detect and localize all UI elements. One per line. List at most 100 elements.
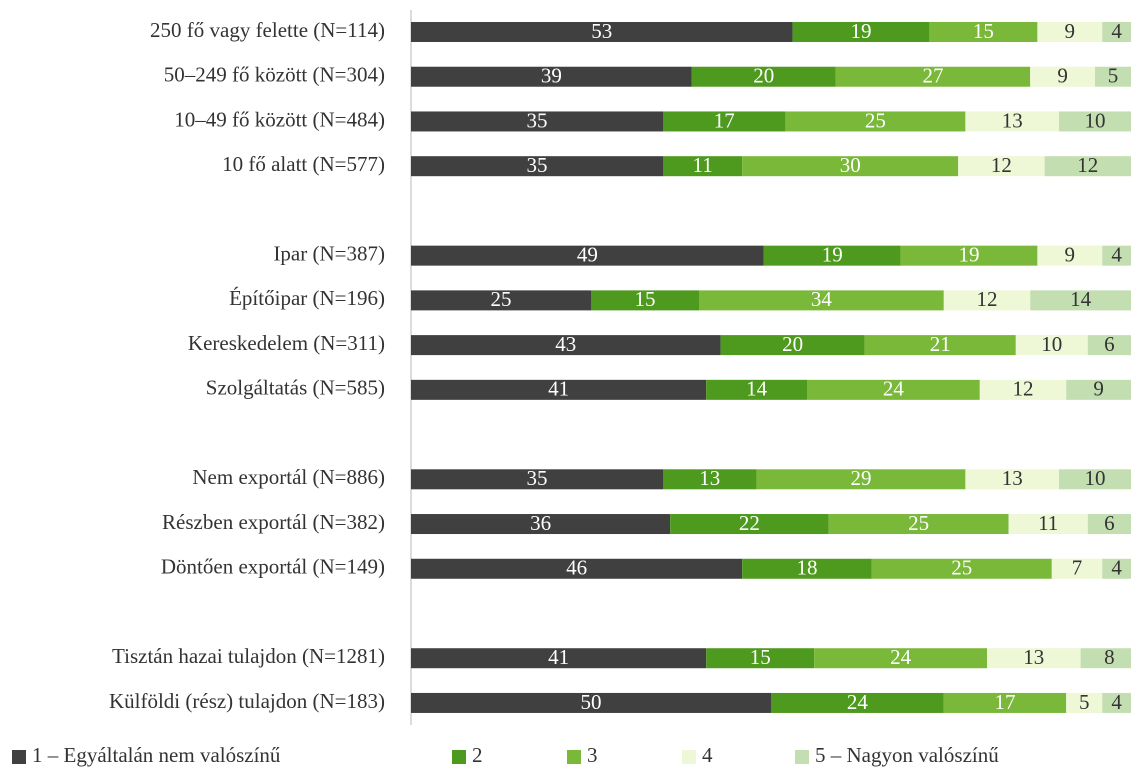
bar-segment — [771, 692, 944, 713]
bar-segment — [958, 156, 1045, 177]
value-label: 8 — [1104, 645, 1115, 669]
value-label: 13 — [699, 466, 720, 490]
legend-swatch — [452, 750, 466, 764]
value-label: 17 — [995, 690, 1016, 714]
bar-segment — [814, 648, 987, 669]
category-label: 10–49 fő között (N=484) — [174, 107, 385, 131]
value-label: 14 — [1070, 287, 1092, 311]
bar-segment — [864, 335, 1016, 356]
value-label: 4 — [1111, 19, 1122, 43]
bar-segment — [663, 469, 757, 490]
value-label: 35 — [527, 466, 548, 490]
value-label: 4 — [1111, 242, 1122, 266]
value-label: 19 — [959, 242, 980, 266]
value-label: 5 — [1108, 64, 1119, 88]
value-label: 39 — [541, 64, 562, 88]
legend-swatch — [12, 750, 26, 764]
value-label: 6 — [1104, 511, 1115, 535]
value-label: 11 — [1038, 511, 1058, 535]
bar-segment — [411, 558, 743, 579]
bar-segment — [807, 379, 980, 400]
category-label: 250 fő vagy felette (N=114) — [150, 18, 385, 42]
bar-segment — [411, 335, 721, 356]
legend-label: 3 — [587, 743, 598, 767]
value-label: 15 — [973, 19, 994, 43]
value-label: 25 — [491, 287, 512, 311]
value-label: 20 — [782, 332, 803, 356]
bar-segment — [742, 156, 959, 177]
value-label: 24 — [883, 377, 905, 401]
value-label: 36 — [530, 511, 551, 535]
value-label: 12 — [1077, 153, 1098, 177]
value-label: 20 — [753, 64, 774, 88]
legend-label: 5 – Nagyon valószínű — [815, 743, 999, 767]
bar-segment — [835, 66, 1031, 87]
value-label: 12 — [1013, 377, 1034, 401]
bar-segment — [763, 245, 901, 266]
bar-segment — [411, 469, 663, 490]
bar-segment — [411, 290, 591, 311]
value-label: 35 — [527, 153, 548, 177]
bar-segment — [965, 111, 1059, 132]
legend-swatch — [795, 750, 809, 764]
bar-segment — [411, 379, 707, 400]
bar-segment — [691, 66, 836, 87]
category-label: Építőipar (N=196) — [229, 286, 385, 310]
bar-segment — [670, 514, 829, 535]
category-label: Szolgáltatás (N=585) — [206, 376, 385, 400]
bar-segment — [411, 66, 692, 87]
bar-segment — [1008, 514, 1088, 535]
value-label: 46 — [566, 556, 587, 580]
value-label: 4 — [1111, 556, 1122, 580]
value-label: 50 — [581, 690, 602, 714]
value-label: 19 — [822, 242, 843, 266]
bar-segment — [1102, 692, 1131, 713]
legend-label: 4 — [702, 743, 713, 767]
category-label: Kereskedelem (N=311) — [188, 331, 385, 355]
value-label: 25 — [865, 108, 886, 132]
legend-swatch — [682, 750, 696, 764]
value-label: 10 — [1041, 332, 1062, 356]
value-label: 19 — [851, 19, 872, 43]
value-label: 17 — [714, 108, 735, 132]
bar-segment — [1102, 245, 1131, 266]
value-label: 30 — [840, 153, 861, 177]
bar-segment — [1030, 290, 1131, 311]
value-label: 12 — [977, 287, 998, 311]
bar-segment — [411, 648, 707, 669]
value-label: 9 — [1057, 64, 1068, 88]
value-label: 29 — [851, 466, 872, 490]
bar-segment — [1102, 22, 1131, 42]
bar-segment — [1066, 692, 1103, 713]
bar-segment — [900, 245, 1038, 266]
bar-segment — [785, 111, 966, 132]
value-label: 12 — [991, 153, 1012, 177]
value-label: 13 — [1023, 645, 1044, 669]
legend-label: 1 – Egyáltalán nem valószínű — [32, 743, 281, 767]
bar-segment — [871, 558, 1052, 579]
category-label: Tisztán hazai tulajdon (N=1281) — [112, 644, 385, 668]
value-label: 15 — [635, 287, 656, 311]
bar-segment — [756, 469, 966, 490]
category-label: 10 fő alatt (N=577) — [222, 152, 385, 176]
bar-segment — [828, 514, 1009, 535]
legend-label: 2 — [472, 743, 483, 767]
bar-segment — [411, 156, 663, 177]
value-label: 15 — [750, 645, 771, 669]
value-label: 22 — [739, 511, 760, 535]
value-label: 9 — [1065, 242, 1076, 266]
bar-segment — [929, 22, 1038, 42]
bar-segment — [411, 22, 793, 42]
value-label: 11 — [692, 153, 712, 177]
value-label: 6 — [1104, 332, 1115, 356]
bar-segment — [965, 469, 1059, 490]
bar-segment — [1087, 335, 1131, 356]
value-label: 21 — [930, 332, 951, 356]
value-label: 10 — [1085, 466, 1106, 490]
value-label: 25 — [951, 556, 972, 580]
bar-segment — [1044, 156, 1131, 177]
value-label: 53 — [591, 19, 612, 43]
bar-segment — [699, 290, 944, 311]
bar-segment — [1051, 558, 1103, 579]
value-label: 18 — [797, 556, 818, 580]
